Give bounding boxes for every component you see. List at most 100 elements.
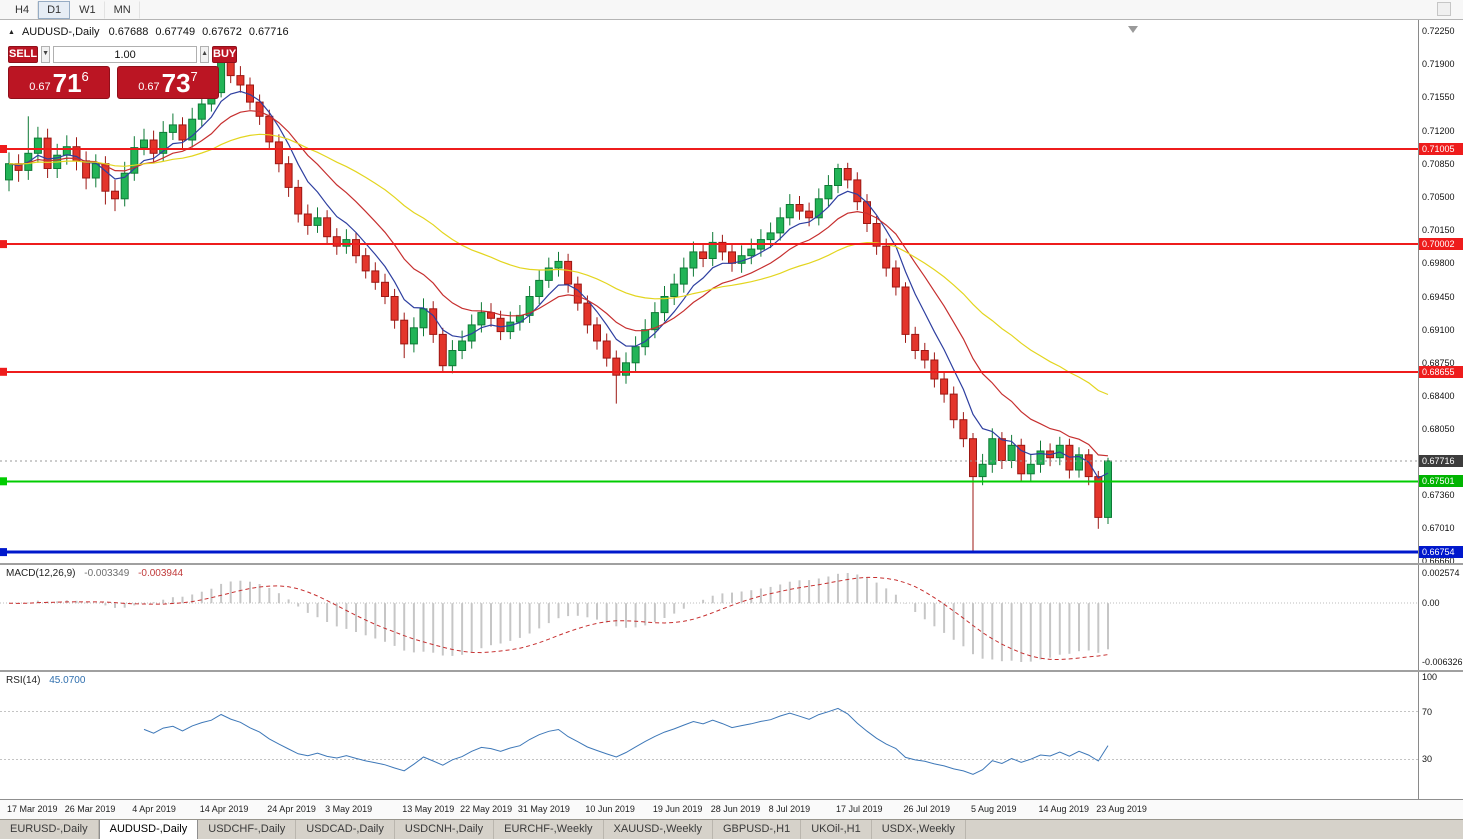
rsi-axis: 100 70 30	[1418, 672, 1463, 799]
price-tick-label: 0.71550	[1422, 92, 1455, 103]
date-label: 4 Apr 2019	[132, 804, 176, 814]
timeframe-toolbar: H4 D1 W1 MN	[0, 0, 1463, 20]
sell-price-prefix: 0.67	[29, 81, 51, 93]
chart-symbol-label: AUDUSD-,Daily	[21, 26, 100, 38]
chart-tab-gbpusd[interactable]: GBPUSD-,H1	[713, 820, 802, 839]
timeframe-button-mn[interactable]: MN	[105, 0, 140, 19]
date-label: 23 Aug 2019	[1096, 804, 1147, 814]
price-level-tag: 0.66754	[1419, 546, 1463, 559]
date-label: 31 May 2019	[517, 804, 570, 814]
sell-button[interactable]: SELL	[8, 46, 39, 63]
date-label: 19 Jun 2019	[652, 804, 703, 814]
date-label: 14 Aug 2019	[1038, 804, 1090, 814]
date-label: 17 Mar 2019	[7, 804, 58, 814]
chart-tab-ukoil[interactable]: UKOil-,H1	[801, 820, 872, 839]
date-label: 17 Jul 2019	[836, 804, 883, 814]
price-tick-label: 0.69450	[1422, 291, 1455, 302]
candlestick-chart[interactable]	[0, 20, 1418, 563]
price-tick-label: 0.72250	[1422, 26, 1455, 36]
macd-axis: 0.002574 0.00 -0.006326	[1418, 565, 1463, 670]
buy-price-prefix: 0.67	[138, 81, 160, 93]
ohlc-high-value: 0.67749	[155, 26, 196, 38]
date-label: 26 Mar 2019	[64, 804, 116, 814]
chart-info-bar: ▲ AUDUSD-,Daily 0.67688 0.67749 0.67672 …	[8, 26, 289, 38]
toolbar-more-button[interactable]	[1437, 2, 1451, 16]
timeframe-button-d1[interactable]: D1	[38, 0, 71, 19]
ohlc-low-value: 0.67672	[202, 26, 242, 38]
price-tick-label: 0.70500	[1422, 191, 1455, 202]
price-level-tag: 0.68655	[1419, 365, 1463, 378]
date-label: 14 Apr 2019	[199, 804, 249, 814]
sell-price-pip: 6	[81, 69, 89, 84]
chart-tab-usdcad[interactable]: USDCAD-,Daily	[296, 820, 395, 839]
date-label: 8 Jul 2019	[768, 804, 811, 814]
buy-price-pip: 7	[190, 69, 198, 84]
sell-price-display[interactable]: 0.67 71 6	[8, 66, 110, 99]
price-tick-label: 0.67010	[1422, 522, 1455, 533]
chart-tab-eurchf[interactable]: EURCHF-,Weekly	[494, 820, 604, 839]
volume-decrease-button[interactable]: ▼	[41, 46, 51, 63]
timeframe-button-w1[interactable]: W1	[70, 0, 105, 19]
panel-splitter[interactable]	[0, 670, 1463, 672]
price-tick-label: 0.67360	[1422, 489, 1455, 500]
price-axis: 0.72250 0.71900 0.71550 0.71200 0.70850 0.705…	[1418, 20, 1463, 566]
chart-tab-eurusd[interactable]: EURUSD-,Daily	[0, 820, 99, 839]
buy-price-display[interactable]: 0.67 73 7	[117, 66, 219, 99]
rsi-chart	[0, 672, 1418, 799]
chart-tab-usdx[interactable]: USDX-,Weekly	[872, 820, 966, 839]
price-tick-label: 0.68750	[1422, 357, 1455, 368]
macd-label: MACD(12,26,9) -0.003349 -0.003944	[6, 568, 183, 579]
date-label: 13 May 2019	[402, 804, 455, 814]
price-level-tag: 0.70002	[1419, 238, 1463, 251]
date-label: 26 Jul 2019	[903, 804, 951, 814]
buy-price-main: 73	[161, 68, 191, 98]
chart-tab-audusd[interactable]: AUDUSD-,Daily	[98, 820, 199, 839]
macd-panel: MACD(12,26,9) -0.003349 -0.003944 0.0025…	[0, 565, 1463, 670]
date-label: 3 May 2019	[325, 804, 373, 814]
price-tick-label: 0.66660	[1422, 556, 1455, 566]
ohlc-open-value: 0.67688	[108, 26, 149, 38]
price-tick-label: 0.70850	[1422, 158, 1455, 169]
ohlc-close-value: 0.67716	[248, 26, 289, 38]
price-level-tag: 0.71005	[1419, 143, 1463, 155]
date-label: 22 May 2019	[460, 804, 513, 814]
sell-price-main: 71	[52, 68, 82, 98]
rsi-label: RSI(14) 45.0700	[6, 675, 85, 686]
macd-axis-label: -0.006326	[1422, 657, 1463, 667]
collapse-toggle-icon[interactable]: ▲	[8, 28, 15, 36]
macd-name: MACD(12,26,9)	[6, 568, 76, 579]
chart-tab-usdchf[interactable]: USDCHF-,Daily	[198, 820, 297, 839]
macd-chart	[0, 565, 1418, 670]
macd-axis-label: 0.00	[1422, 598, 1440, 609]
timeframe-button-h4[interactable]: H4	[6, 0, 39, 19]
rsi-panel: RSI(14) 45.0700 100 70 30	[0, 672, 1463, 799]
one-click-trading-panel: SELL ▼ ▲ BUY 0.67 71 6 0.67 73 7	[8, 46, 238, 99]
panel-splitter[interactable]	[0, 563, 1463, 565]
volume-input[interactable]	[53, 46, 198, 63]
rsi-axis-label: 100	[1422, 672, 1438, 682]
chart-shift-marker[interactable]	[1128, 26, 1138, 33]
volume-increase-button[interactable]: ▲	[200, 46, 209, 63]
price-tick-label: 0.68400	[1422, 391, 1455, 401]
price-tick-label: 0.71900	[1422, 59, 1455, 70]
time-axis: 17 Mar 2019 26 Mar 2019 4 Apr 2019 14 Apr 2…	[0, 799, 1463, 819]
rsi-axis-label: 70	[1422, 706, 1433, 717]
price-tick-label: 0.71200	[1422, 125, 1455, 136]
price-level-tag: 0.67501	[1419, 475, 1463, 488]
chart-tab-xauusd[interactable]: XAUUSD-,Weekly	[604, 820, 713, 839]
price-tick-label: 0.70150	[1422, 225, 1455, 236]
price-chart-panel: ▲ AUDUSD-,Daily 0.67688 0.67749 0.67672 …	[0, 20, 1463, 566]
date-label: 10 Jun 2019	[585, 804, 635, 814]
macd-main-value: -0.003349	[84, 568, 130, 579]
date-label: 28 Jun 2019	[710, 804, 761, 814]
timeframe-buttons: H4 D1 W1 MN	[0, 0, 1463, 19]
price-tick-label: 0.69100	[1422, 324, 1455, 335]
date-label: 5 Aug 2019	[971, 804, 1017, 814]
rsi-name: RSI(14)	[6, 675, 41, 686]
chart-tab-usdcnh[interactable]: USDCNH-,Daily	[395, 820, 495, 839]
macd-signal-value: -0.003944	[138, 568, 184, 579]
rsi-value: 45.0700	[49, 675, 86, 686]
rsi-axis-label: 30	[1422, 754, 1433, 765]
buy-button[interactable]: BUY	[212, 46, 238, 63]
